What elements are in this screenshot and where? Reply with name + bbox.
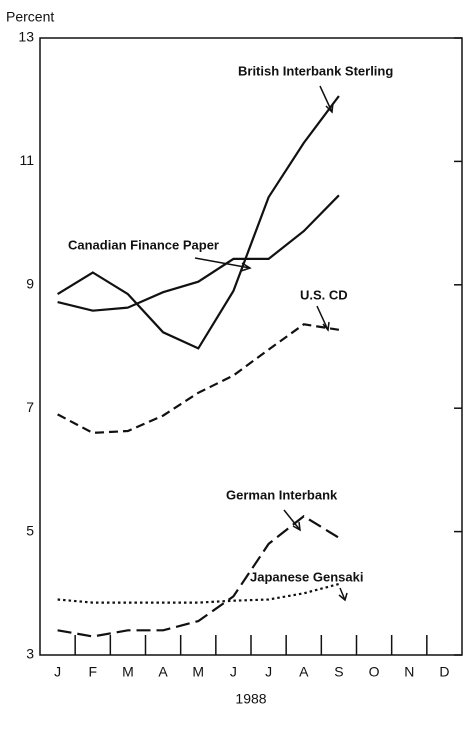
x-tick-label: D xyxy=(439,664,449,680)
arrow xyxy=(194,257,251,269)
x-tick-label: J xyxy=(54,664,61,680)
arrow xyxy=(316,305,329,331)
series-line xyxy=(57,194,340,312)
arrowhead xyxy=(338,592,348,602)
series-label: British Interbank Sterling xyxy=(238,63,393,78)
x-axis-label: 1988 xyxy=(235,691,266,707)
series-line xyxy=(57,95,340,350)
y-tick-label: 3 xyxy=(26,646,34,662)
series-label: Canadian Finance Paper xyxy=(68,237,219,252)
x-tick-label: M xyxy=(192,664,204,680)
y-tick-label: 13 xyxy=(18,29,34,45)
x-tick-label: F xyxy=(88,664,97,680)
series-line xyxy=(57,323,340,435)
y-tick-label: 9 xyxy=(26,276,34,292)
x-tick-label: A xyxy=(299,664,309,680)
x-tick-label: N xyxy=(404,664,414,680)
arrow xyxy=(283,509,301,531)
x-tick-label: S xyxy=(334,664,343,680)
series-label: Japanese Gensaki xyxy=(250,569,363,584)
y-axis-label: Percent xyxy=(6,9,54,25)
x-tick-label: J xyxy=(265,664,272,680)
series-label: U.S. CD xyxy=(300,287,348,302)
x-tick-label: M xyxy=(122,664,134,680)
x-tick-label: A xyxy=(158,664,168,680)
y-tick-label: 5 xyxy=(26,522,34,538)
arrowhead xyxy=(240,262,252,272)
x-tick-label: O xyxy=(369,664,380,680)
arrowhead xyxy=(322,321,330,332)
x-tick-label: J xyxy=(230,664,237,680)
y-tick-label: 7 xyxy=(26,399,34,415)
arrowhead xyxy=(292,521,301,532)
y-tick-label: 11 xyxy=(19,152,34,168)
arrow xyxy=(339,587,346,601)
series-line xyxy=(57,514,340,638)
series-label: German Interbank xyxy=(226,487,338,502)
annotation-arrows xyxy=(194,85,348,602)
series-line xyxy=(57,582,340,604)
plot-frame xyxy=(39,37,463,656)
